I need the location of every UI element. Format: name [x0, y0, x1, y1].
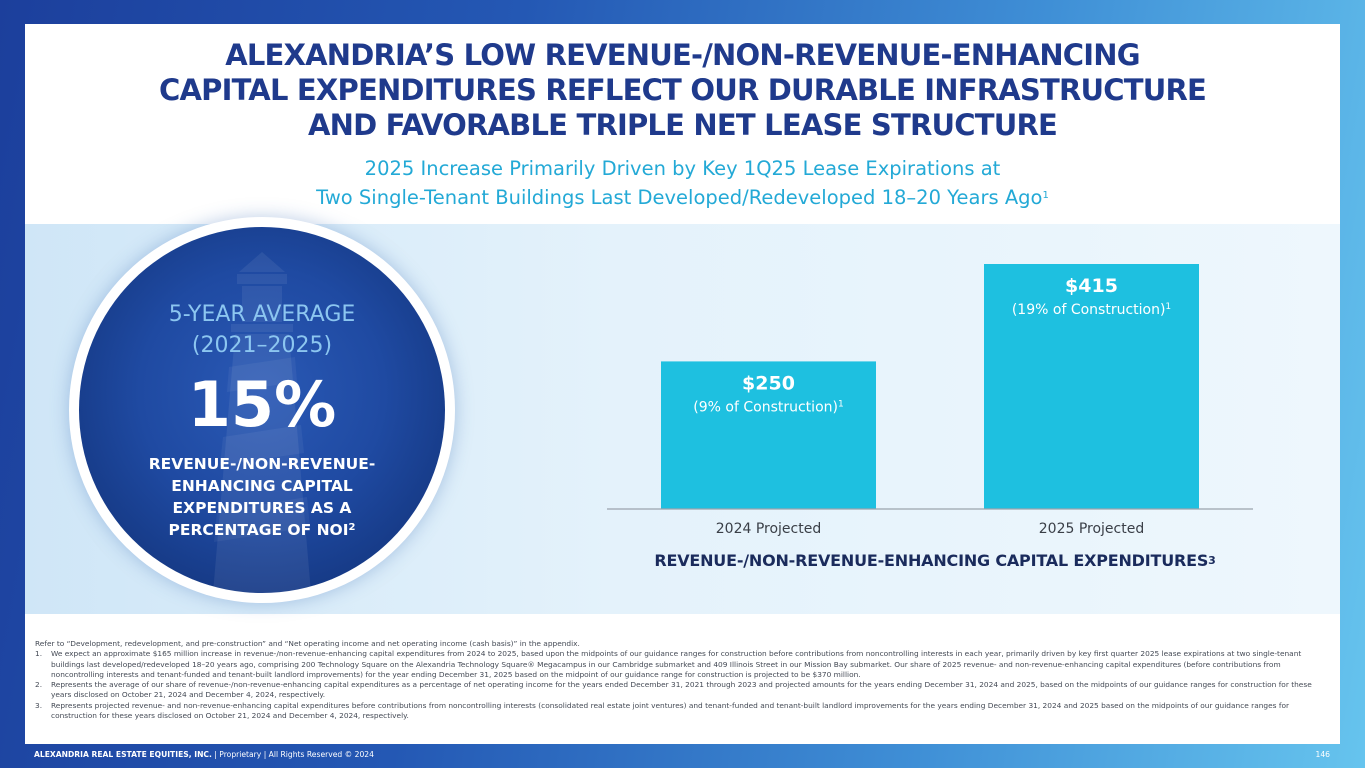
- lighthouse-icon: [213, 252, 311, 593]
- footer-company: ALEXANDRIA REAL ESTATE EQUITIES, INC.: [34, 750, 212, 759]
- subtitle-line-1: 2025 Increase Primarily Driven by Key 1Q…: [364, 157, 1001, 180]
- bar-sub-label-text: (9% of Construction): [693, 399, 838, 415]
- footnote-text: Represents the average of our share of r…: [51, 680, 1312, 700]
- bar-sub-label-text: (19% of Construction): [1012, 302, 1166, 318]
- slide-subtitle: 2025 Increase Primarily Driven by Key 1Q…: [25, 154, 1340, 212]
- x-tick-label-1: 2025 Projected: [1039, 521, 1144, 537]
- chart-title-footnote-ref: 3: [1208, 554, 1216, 567]
- average-label: 5-YEAR AVERAGE (2021–2025): [79, 299, 445, 361]
- footnote-intro: Refer to “Development, redevelopment, an…: [35, 639, 580, 648]
- subtitle-line-2: Two Single-Tenant Buildings Last Develop…: [25, 183, 1340, 212]
- bar-value-label-1: $415: [1065, 275, 1118, 297]
- slide-sheet: ALEXANDRIA’S LOW REVENUE-/NON-REVENUE-EN…: [25, 24, 1340, 744]
- title-line-2: CAPITAL EXPENDITURES REFLECT OUR DURABLE…: [159, 73, 1207, 107]
- subtitle-footnote-ref: 1: [1042, 190, 1049, 201]
- average-circle: 5-YEAR AVERAGE (2021–2025) 15% REVENUE-/…: [69, 217, 455, 603]
- average-percent: 15%: [187, 368, 337, 441]
- title-line-3: AND FAVORABLE TRIPLE NET LEASE STRUCTURE: [307, 108, 1058, 142]
- bar-value-label-0: $250: [742, 372, 795, 394]
- bar-1: [984, 264, 1199, 509]
- slide-title: ALEXANDRIA’S LOW REVENUE-/NON-REVENUE-EN…: [25, 38, 1340, 143]
- page-number: 146: [1315, 750, 1331, 759]
- average-circle-inner: 5-YEAR AVERAGE (2021–2025) 15% REVENUE-/…: [79, 227, 445, 593]
- subtitle-line-2-text: Two Single-Tenant Buildings Last Develop…: [316, 186, 1043, 209]
- footnote-1: 1. We expect an approximate $165 million…: [35, 649, 1331, 680]
- footnote-number: 1.: [35, 649, 43, 659]
- average-footnote-ref: 2: [348, 522, 356, 533]
- chart-title-text: REVENUE-/NON-REVENUE-ENHANCING CAPITAL E…: [654, 551, 1209, 570]
- footnote-3: 3. Represents projected revenue- and non…: [35, 701, 1331, 722]
- average-label-line-1: 5-YEAR AVERAGE: [168, 302, 356, 327]
- average-description-text: REVENUE-/NON-REVENUE-ENHANCING CAPITAL E…: [148, 455, 376, 539]
- footnotes: Refer to “Development, redevelopment, an…: [35, 639, 1331, 721]
- chart-title: REVENUE-/NON-REVENUE-ENHANCING CAPITAL E…: [615, 549, 1255, 573]
- x-tick-label-0: 2024 Projected: [716, 521, 821, 537]
- bar-sub-label-footnote-ref: 1: [1165, 302, 1171, 312]
- average-label-line-2: (2021–2025): [191, 333, 333, 358]
- footer-copyright: ALEXANDRIA REAL ESTATE EQUITIES, INC. | …: [34, 750, 374, 760]
- bar-0: [661, 361, 876, 509]
- bar-sub-label-1: (19% of Construction)1: [1012, 302, 1171, 318]
- footer-rights: | Proprietary | All Rights Reserved © 20…: [211, 750, 374, 759]
- footnote-2: 2. Represents the average of our share o…: [35, 680, 1331, 701]
- footnote-number: 3.: [35, 700, 43, 710]
- average-description: REVENUE-/NON-REVENUE-ENHANCING CAPITAL E…: [137, 453, 387, 541]
- footnote-text: We expect an approximate $165 million in…: [51, 649, 1302, 679]
- title-line-1: ALEXANDRIA’S LOW REVENUE-/NON-REVENUE-EN…: [225, 38, 1140, 72]
- footnote-text: Represents projected revenue- and non-re…: [51, 700, 1290, 721]
- bar-sub-label-footnote-ref: 1: [838, 399, 844, 409]
- footnote-number: 2.: [35, 680, 43, 690]
- bar-sub-label-0: (9% of Construction)1: [693, 399, 843, 415]
